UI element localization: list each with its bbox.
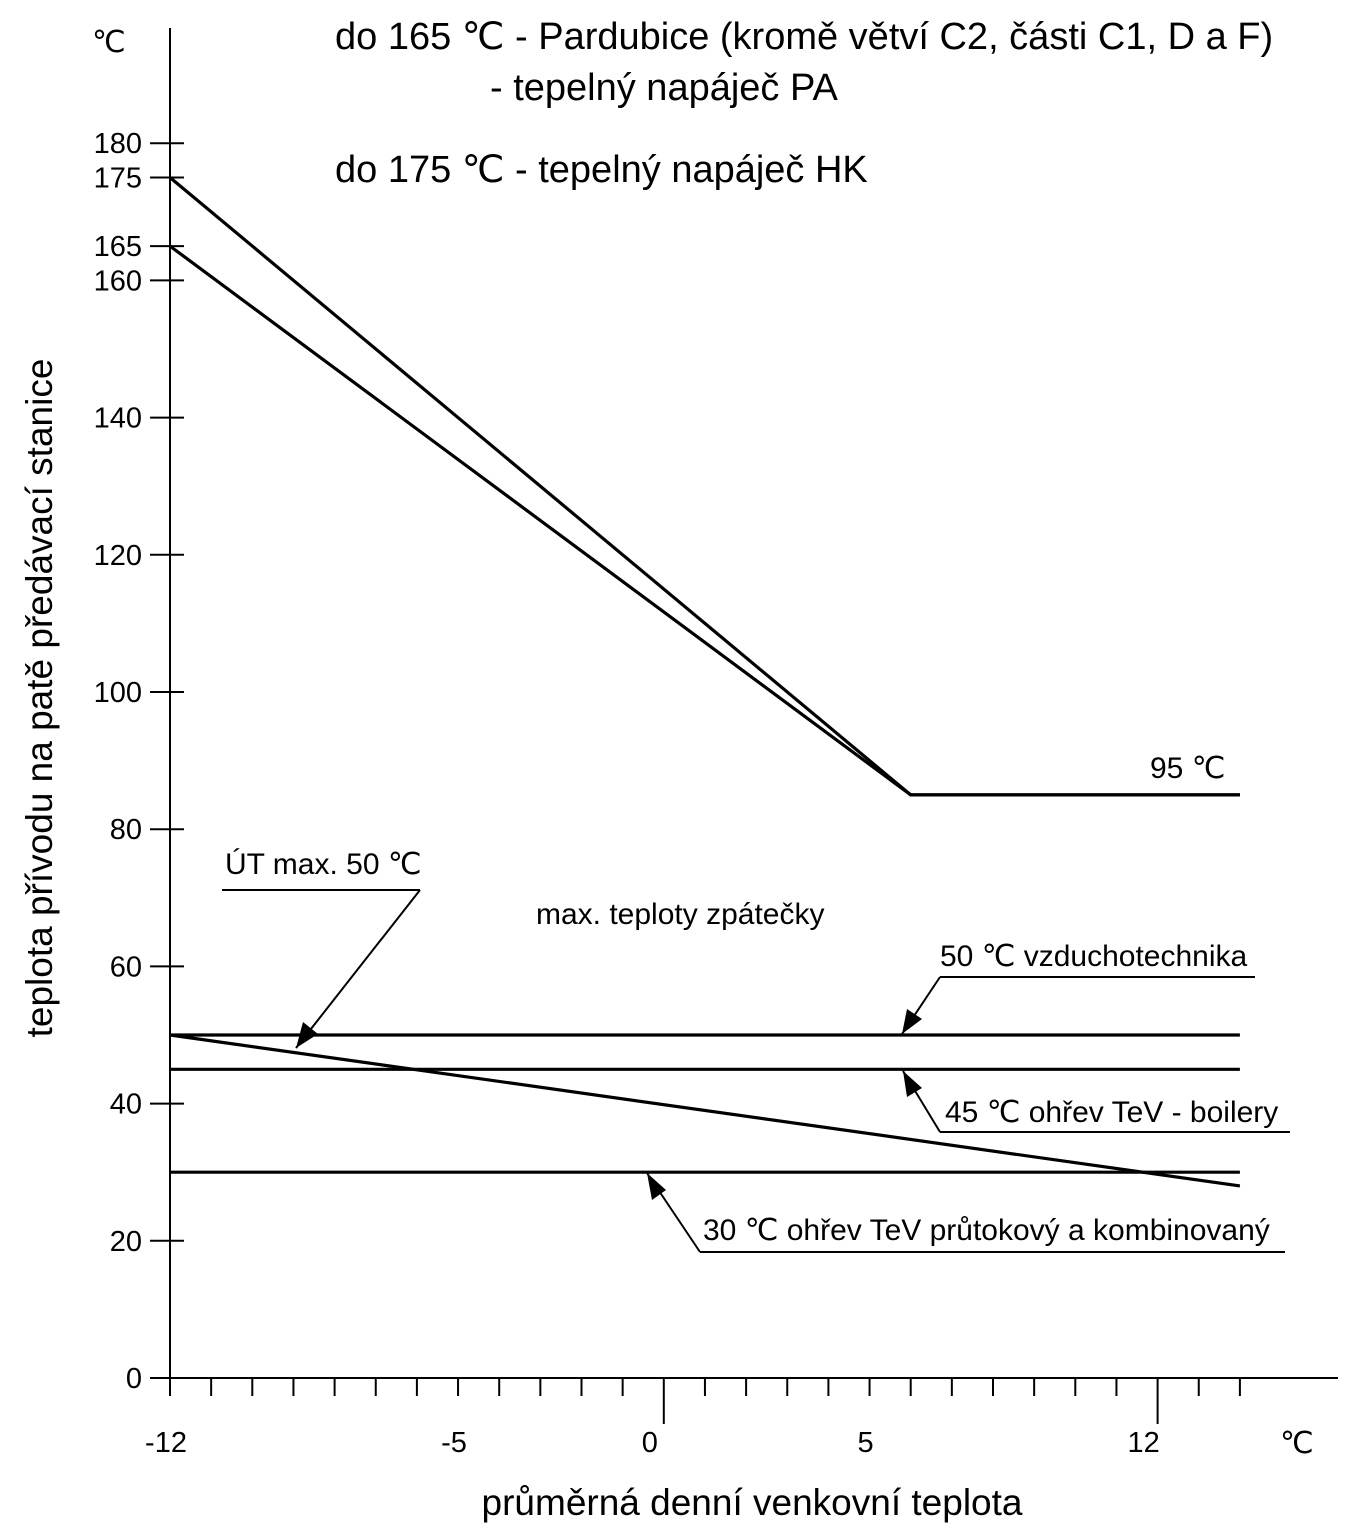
y-tick-label-180: 180 — [94, 128, 142, 160]
arrow-50c-vzduchotechnika — [902, 1009, 922, 1034]
series-line-2 — [169, 244, 1240, 797]
y-tick-label-0: 0 — [126, 1363, 142, 1395]
y-tick-label-100: 100 — [94, 677, 142, 709]
chart-title-line-2: - tepelný napáječ PA — [490, 67, 838, 109]
chart-title-line-3: do 175 ℃ - tepelný napáječ HK — [335, 149, 868, 191]
annotation-45c-ohrev-tev-boilery: 45 ℃ ohřev TeV - boilery — [945, 1096, 1278, 1129]
x-tick-label--12: -12 — [145, 1427, 187, 1459]
chart-title-line-1: do 165 ℃ - Pardubice (kromě větví C2, čá… — [335, 16, 1273, 58]
annotation-30c-ohrev-tev-prutokovy: 30 ℃ ohřev TeV průtokový a kombinovaný — [703, 1214, 1270, 1247]
y-axis-unit: ℃ — [92, 26, 126, 59]
leader-ut-max-50c — [222, 889, 421, 1049]
series-line-6 — [169, 1033, 1241, 1188]
y-tick-label-20: 20 — [110, 1226, 142, 1258]
x-tick-label-12: 12 — [1127, 1427, 1159, 1459]
arrow-30c-prutokovy — [647, 1173, 666, 1200]
annotation-ut-max-50c: ÚT max. 50 ℃ — [225, 848, 422, 881]
y-tick-label-140: 140 — [94, 403, 142, 435]
y-tick-label-60: 60 — [110, 951, 142, 983]
annotation-95c: 95 ℃ — [1150, 752, 1225, 785]
leader-50c-vzduchotechnika — [901, 976, 1255, 1035]
x-tick-label-0: 0 — [642, 1427, 658, 1459]
y-tick-label-160: 160 — [94, 265, 142, 297]
x-tick-label-5: 5 — [857, 1427, 873, 1459]
y-tick-label-120: 120 — [94, 540, 142, 572]
annotation-50c-vzduchotechnika: 50 ℃ vzduchotechnika — [940, 940, 1248, 973]
y-tick-label-40: 40 — [110, 1089, 142, 1121]
y-axis-title: teplota přívodu na patě předávací stanic… — [19, 359, 60, 1038]
y-tick-label-165: 165 — [94, 231, 142, 263]
series-line-1 — [168, 176, 1240, 797]
arrow-45c-boilery — [903, 1071, 922, 1097]
arrow-ut-max-50c — [296, 1022, 318, 1048]
y-tick-label-80: 80 — [110, 814, 142, 846]
x-axis-unit: ℃ — [1280, 1427, 1314, 1460]
x-axis-title: průměrná denní venkovní teplota — [482, 1482, 1023, 1523]
annotation-max-teploty-zpatecky: max. teploty zpátečky — [536, 898, 824, 931]
x-tick-label--5: -5 — [441, 1427, 467, 1459]
y-tick-label-175: 175 — [94, 163, 142, 195]
